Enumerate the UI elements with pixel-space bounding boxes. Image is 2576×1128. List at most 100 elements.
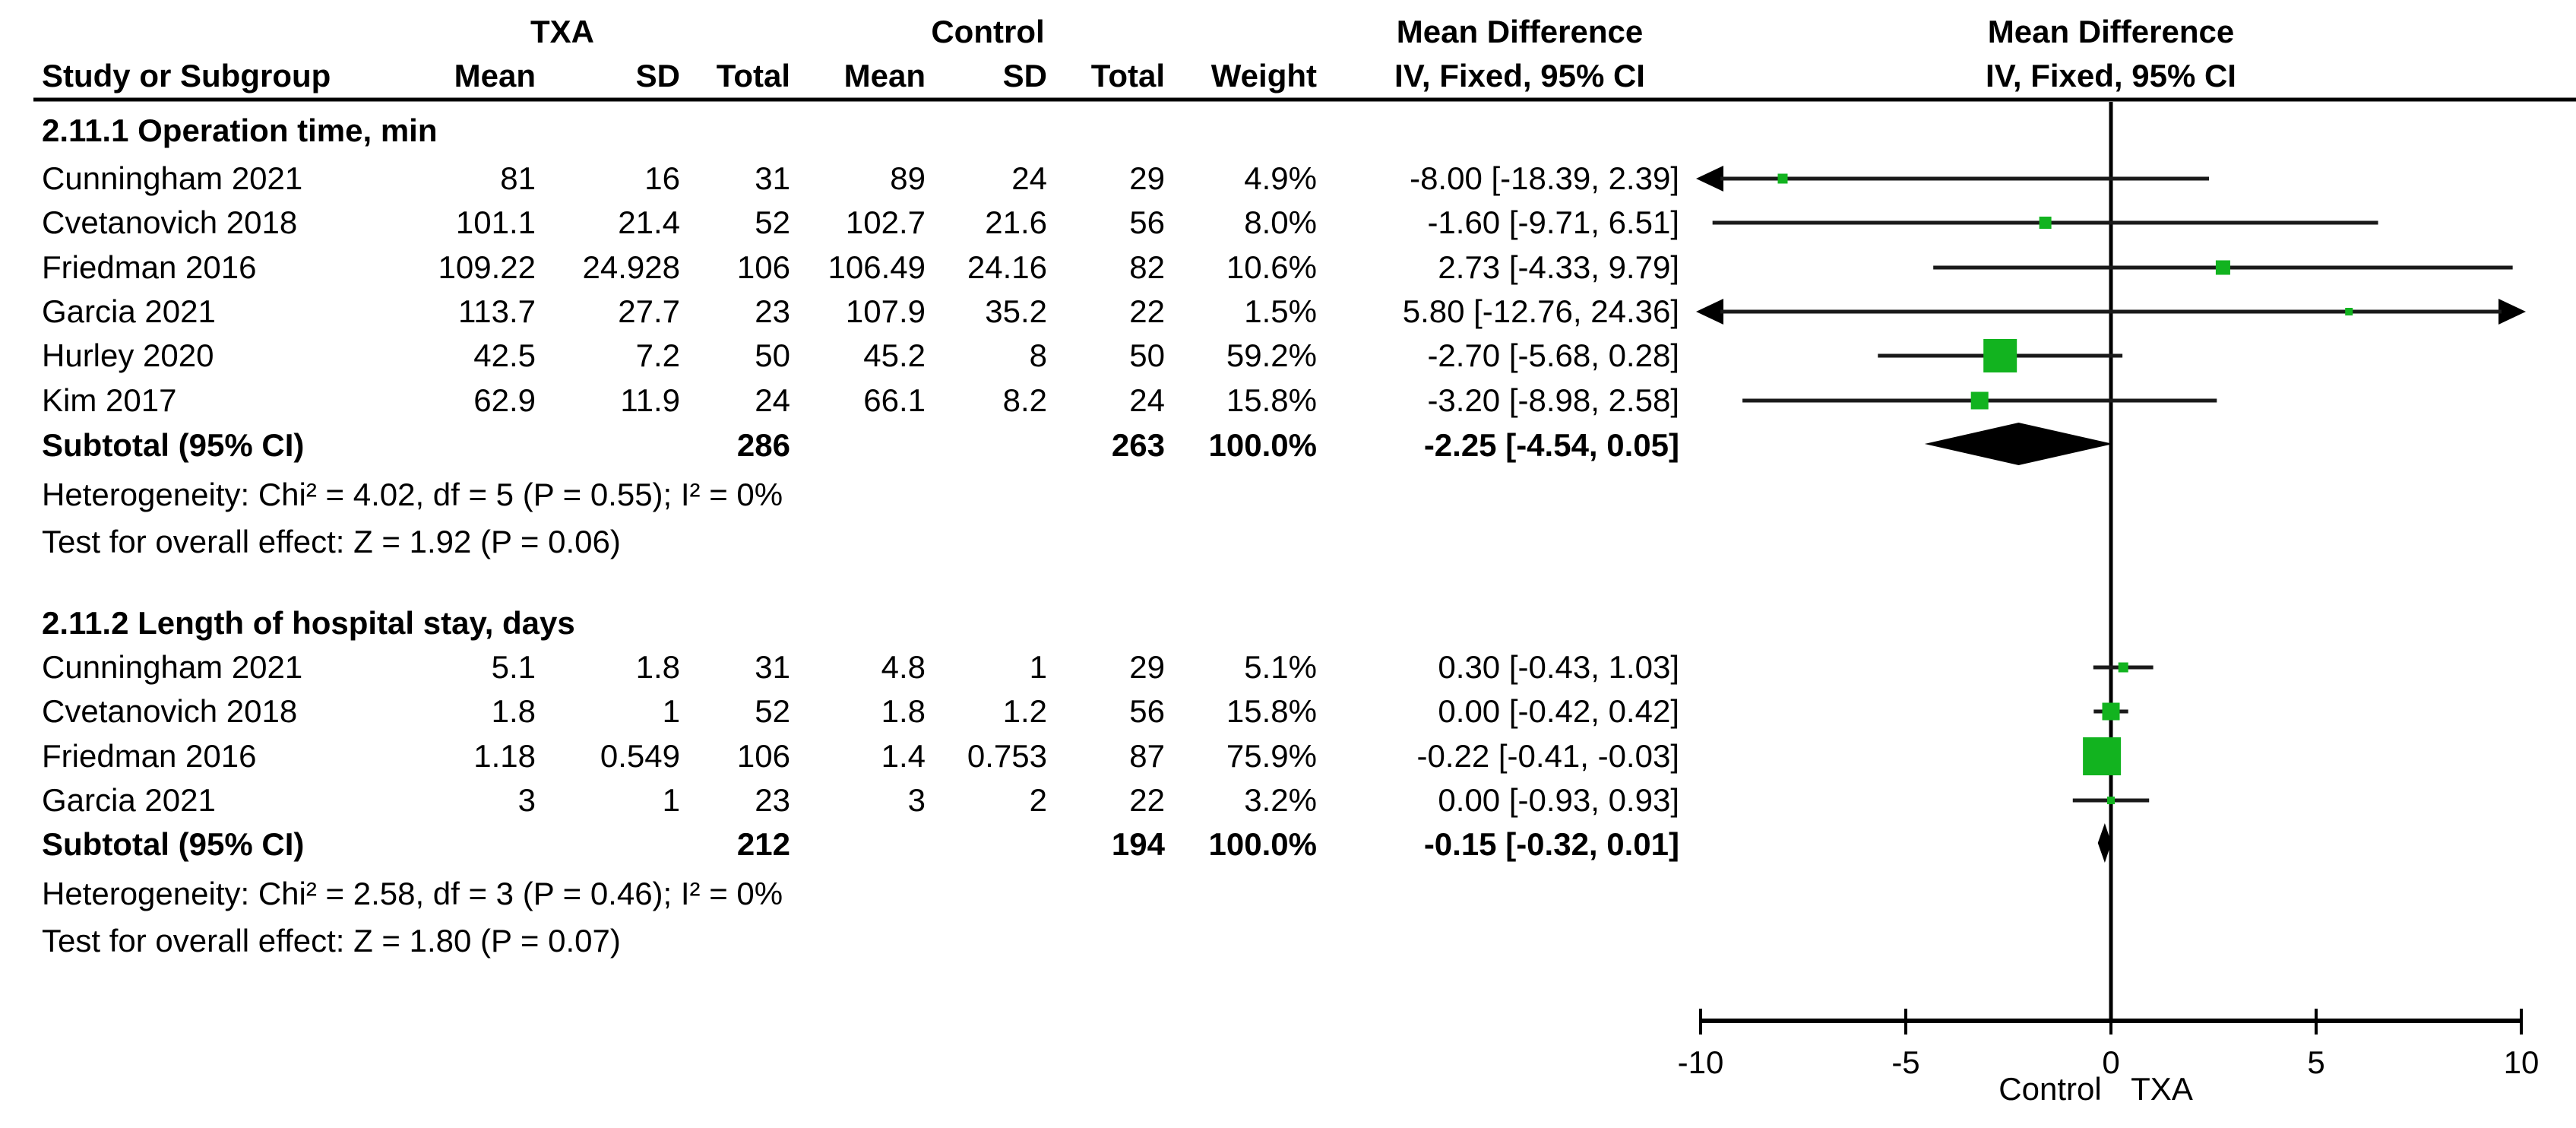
study-ci-text: -3.20 [-8.98, 2.58] [1427,382,1679,418]
study-name: Garcia 2021 [42,293,216,329]
study-txa-total: 24 [755,382,790,418]
axis-tick-label: 10 [2503,1044,2540,1080]
study-c-sd: 24.16 [967,249,1047,285]
col-header-method-plot: IV, Fixed, 95% CI [1986,58,2236,93]
study-c-mean: 1.4 [881,738,926,774]
subtotal-diamond [2097,823,2112,863]
subtotal-diamond [1924,423,2113,465]
study-txa-mean: 81 [500,160,536,196]
study-name: Cvetanovich 2018 [42,693,298,729]
overall-effect-text: Test for overall effect: Z = 1.92 (P = 0… [42,524,621,559]
study-weight: 3.2% [1244,782,1317,818]
subtotal-ctrl-total: 194 [1111,826,1165,862]
mean-square [2107,797,2115,804]
study-txa-sd: 0.549 [600,738,680,774]
col-header-txa-total: Total [716,58,790,93]
mean-square [1970,391,1989,410]
study-name: Cunningham 2021 [42,649,303,685]
subgroup-title: 2.11.1 Operation time, min [42,112,438,148]
subtotal-label: Subtotal (95% CI) [42,826,305,862]
col-header-method-text: IV, Fixed, 95% CI [1394,58,1645,93]
heterogeneity-text: Heterogeneity: Chi² = 2.58, df = 3 (P = … [42,876,783,911]
col-header-txa-mean: Mean [454,58,536,93]
study-weight: 4.9% [1244,160,1317,196]
study-txa-mean: 62.9 [473,382,536,418]
study-txa-total: 52 [755,204,790,240]
mean-square [2039,217,2052,229]
subtotal-txa-total: 286 [736,427,790,463]
study-txa-total: 106 [736,738,790,774]
study-c-sd: 1.2 [1002,693,1047,729]
study-txa-sd: 11.9 [620,382,680,418]
study-txa-mean: 3 [517,782,536,818]
study-ci-text: -8.00 [-18.39, 2.39] [1410,160,1679,196]
study-name: Cvetanovich 2018 [42,204,298,240]
mean-square [1777,173,1788,184]
study-weight: 1.5% [1244,293,1317,329]
study-c-total: 22 [1129,293,1165,329]
study-txa-total: 31 [755,649,790,685]
study-c-sd: 0.753 [967,738,1047,774]
study-ci-text: 5.80 [-12.76, 24.36] [1402,293,1679,329]
study-txa-sd: 16 [644,160,680,196]
subtotal-weight: 100.0% [1208,826,1317,862]
study-ci-text: -1.60 [-9.71, 6.51] [1427,204,1679,240]
subtotal-ci-text: -0.15 [-0.32, 0.01] [1423,826,1679,862]
study-weight: 59.2% [1226,337,1317,373]
study-ci-text: -2.70 [-5.68, 0.28] [1427,337,1679,373]
study-name: Friedman 2016 [42,738,257,774]
study-txa-sd: 1 [662,782,680,818]
study-txa-total: 23 [755,782,790,818]
study-c-total: 29 [1129,160,1165,196]
study-c-mean: 89 [890,160,926,196]
overall-effect-text: Test for overall effect: Z = 1.80 (P = 0… [42,923,621,958]
study-txa-mean: 5.1 [491,649,536,685]
study-ci-text: 0.00 [-0.42, 0.42] [1438,693,1679,729]
study-c-mean: 107.9 [845,293,926,329]
mean-square [2118,662,2128,673]
column-group-md-plot: Mean Difference [1987,14,2235,49]
column-group-control: Control [931,14,1045,49]
study-c-mean: 102.7 [845,204,926,240]
study-txa-sd: 21.4 [618,204,680,240]
study-c-sd: 8 [1029,337,1047,373]
column-group-txa: TXA [530,14,594,49]
study-ci-text: 2.73 [-4.33, 9.79] [1438,249,1679,285]
col-header-txa-sd: SD [635,58,680,93]
study-c-mean: 106.49 [828,249,926,285]
study-c-total: 56 [1129,693,1165,729]
study-txa-mean: 113.7 [458,293,536,329]
study-name: Garcia 2021 [42,782,216,818]
study-c-mean: 45.2 [863,337,926,373]
subtotal-ctrl-total: 263 [1111,427,1165,463]
study-txa-total: 50 [755,337,790,373]
subtotal-label: Subtotal (95% CI) [42,427,305,463]
mean-square [2102,702,2120,721]
study-weight: 15.8% [1226,382,1317,418]
study-c-sd: 2 [1029,782,1047,818]
study-name: Kim 2017 [42,382,177,418]
study-txa-total: 52 [755,693,790,729]
study-txa-mean: 101.1 [455,204,536,240]
axis-tick-label: -5 [1891,1044,1920,1080]
study-weight: 15.8% [1226,693,1317,729]
study-weight: 10.6% [1226,249,1317,285]
study-c-sd: 35.2 [985,293,1047,329]
study-txa-sd: 7.2 [635,337,680,373]
study-txa-mean: 1.18 [473,738,536,774]
col-header-ctrl-sd: SD [1002,58,1047,93]
study-c-mean: 3 [907,782,926,818]
study-ci-text: -0.22 [-0.41, -0.03] [1416,738,1679,774]
col-header-weight: Weight [1210,58,1317,93]
study-c-mean: 66.1 [863,382,926,418]
study-ci-text: 0.30 [-0.43, 1.03] [1438,649,1679,685]
study-name: Hurley 2020 [42,337,214,373]
study-txa-mean: 42.5 [473,337,536,373]
study-c-sd: 8.2 [1002,382,1047,418]
study-txa-sd: 1.8 [635,649,680,685]
study-c-total: 29 [1129,649,1165,685]
ci-clip-arrow-left [1696,299,1723,325]
study-c-mean: 1.8 [881,693,926,729]
subtotal-txa-total: 212 [736,826,790,862]
